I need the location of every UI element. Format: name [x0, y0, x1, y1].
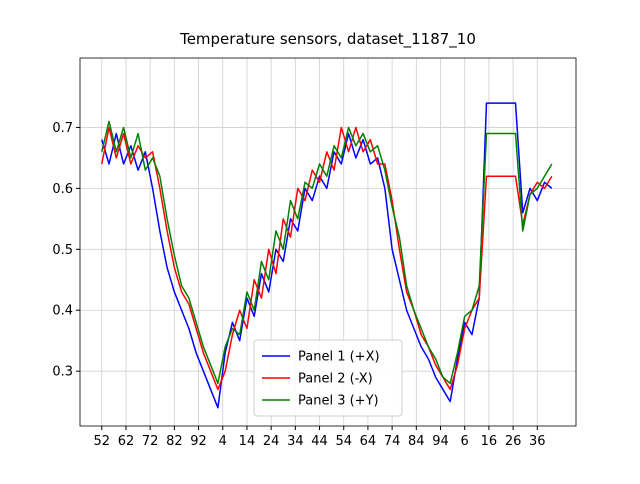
- x-tick-label: 14: [239, 434, 256, 449]
- x-tick-label: 34: [287, 434, 304, 449]
- grid: [80, 58, 576, 426]
- chart-title: Temperature sensors, dataset_1187_10: [179, 30, 476, 49]
- x-tick-label: 24: [263, 434, 280, 449]
- x-tick-label: 6: [461, 434, 469, 449]
- x-tick-label: 72: [142, 434, 159, 449]
- series-line: [101, 120, 553, 385]
- x-tick-label: 74: [384, 434, 401, 449]
- x-tick-label: 16: [481, 434, 498, 449]
- x-tick-label: 92: [190, 434, 207, 449]
- legend: Panel 1 (+X) Panel 2 (-X) Panel 3 (+Y): [253, 339, 403, 417]
- legend-label: Panel 1 (+X): [298, 350, 380, 365]
- y-tick-label: 0.6: [52, 182, 73, 197]
- x-tick-label: 94: [432, 434, 449, 449]
- legend-label: Panel 3 (+Y): [298, 394, 379, 409]
- y-tick-label: 0.7: [52, 121, 73, 136]
- legend-box: [253, 339, 403, 417]
- x-tick-label: 62: [118, 434, 135, 449]
- plot-frame: [79, 57, 577, 427]
- x-tick-label: 82: [166, 434, 183, 449]
- x-tick-label: 4: [219, 434, 227, 449]
- x-tick-label: 84: [408, 434, 425, 449]
- x-tick-label: 36: [529, 434, 546, 449]
- y-tick-label: 0.3: [52, 365, 73, 380]
- series-line: [101, 126, 553, 391]
- x-tick-label: 26: [505, 434, 522, 449]
- x-tick-label: 52: [94, 434, 111, 449]
- x-tick-label: 64: [360, 434, 377, 449]
- x-tick-label: 44: [311, 434, 328, 449]
- x-tick-label: 54: [335, 434, 352, 449]
- series-line: [101, 102, 553, 409]
- y-tick-label: 0.4: [52, 304, 73, 319]
- legend-label: Panel 2 (-X): [298, 372, 373, 387]
- y-tick-label: 0.5: [52, 243, 73, 258]
